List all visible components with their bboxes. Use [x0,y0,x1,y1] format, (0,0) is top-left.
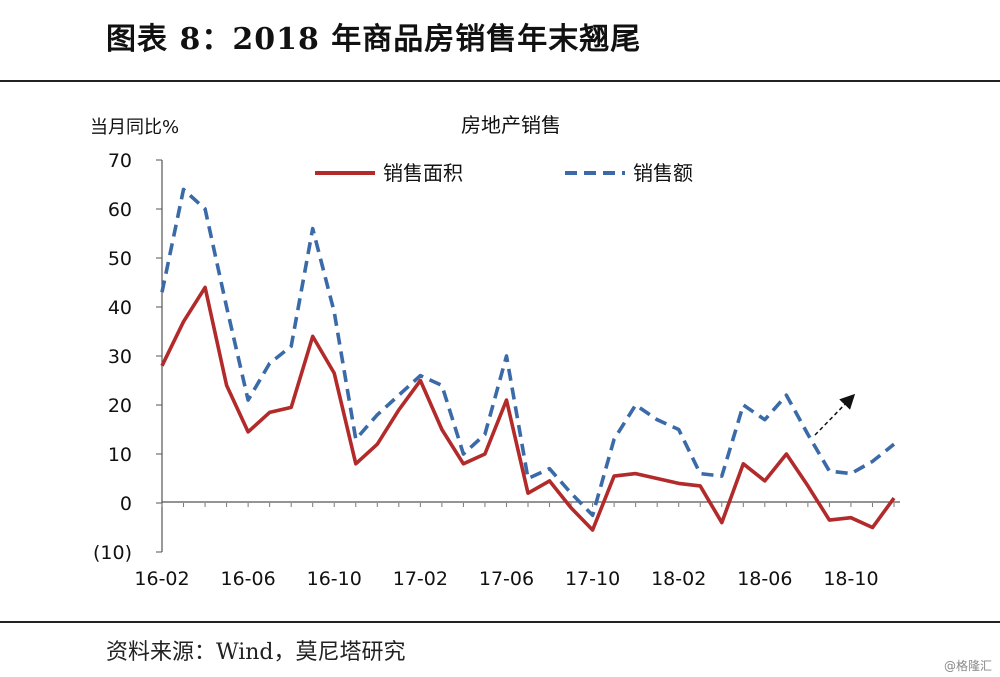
x-tick-label: 17-02 [393,568,448,590]
y-tick-label: 70 [108,150,132,172]
x-tick-label: 16-10 [307,568,362,590]
x-ticks: 16-02 16-06 16-10 17-02 17-06 17-10 18-02 18-06… [134,503,895,590]
y-tick-label: 10 [108,444,132,466]
y-axis-label: 当月同比% [90,117,179,138]
watermark: @格隆汇 [943,659,992,673]
y-tick-label: 40 [108,297,132,319]
bottom-rule [0,621,1000,623]
y-ticks: 70 60 50 40 30 20 10 0 (10) [93,150,162,564]
y-tick-label: 20 [108,395,132,417]
x-tick-label: 17-06 [479,568,534,590]
trend-arrow-icon [814,393,856,436]
x-tick-label: 16-02 [134,568,189,590]
x-tick-label: 17-10 [565,568,620,590]
x-tick-label: 18-10 [823,568,878,590]
source-note: 资料来源：Wind，莫尼塔研究 [106,640,406,665]
series-lines [160,187,896,532]
chart-title: 房地产销售 [461,113,561,137]
series-line-area [160,285,896,532]
y-tick-label: (10) [93,542,132,564]
y-tick-label: 0 [120,493,132,515]
x-tick-label: 18-02 [651,568,706,590]
legend-label-sales: 销售额 [633,161,693,185]
x-tick-label: 16-06 [221,568,276,590]
y-tick-label: 30 [108,346,132,368]
legend: 销售面积 销售额 [315,161,693,185]
figure-title: 图表 8：2018 年商品房销售年末翘尾 [106,22,642,57]
top-rule [0,80,1000,82]
y-tick-label: 60 [108,199,132,221]
x-tick-label: 18-06 [737,568,792,590]
y-tick-label: 50 [108,248,132,270]
series-line-sales [160,187,896,518]
legend-label-area: 销售面积 [383,161,463,185]
